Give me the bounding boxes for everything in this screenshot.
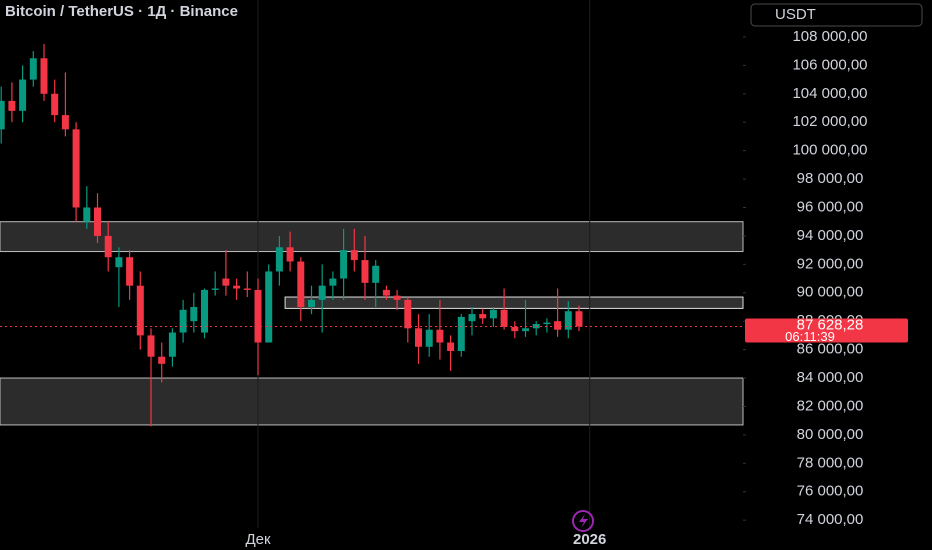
candle-body [94,207,101,236]
candle-body [575,311,583,327]
candle-body [286,247,294,262]
candle-body [297,261,305,307]
candle-body [543,322,551,325]
candle-body [372,265,380,283]
candle-body [179,309,187,333]
y-tick-label: 108 000,00 [792,28,867,45]
zone [0,377,744,426]
candle-body [190,306,198,322]
candle-body [522,328,529,332]
candle-body [350,250,358,261]
y-tick-label: 76 000,00 [797,483,864,500]
candle-body [83,207,91,222]
candle-body [275,247,283,272]
x-tick-label: Дек [245,531,271,548]
candle-body [479,314,487,319]
candle-body [19,79,27,111]
candle-body [0,100,5,130]
candle-body [457,316,465,352]
candle-body [404,299,412,329]
candle-body [233,285,241,289]
y-tick-label: 106 000,00 [792,56,867,73]
candle-body [51,93,59,116]
candle-body [126,257,134,286]
candle-body [158,356,166,364]
y-tick-label: 102 000,00 [792,113,867,130]
y-tick-label: 100 000,00 [792,142,867,159]
candle-body [104,235,112,258]
candle-body [500,309,508,327]
candle-body [222,278,230,286]
candle-body [308,299,315,307]
candle-body [425,329,433,347]
candle-body [254,289,262,343]
y-tick-label: 86 000,00 [797,341,864,358]
price-label: 87 628,28 [797,316,864,333]
y-tick-label: 80 000,00 [797,426,864,443]
price-box [745,318,908,343]
candle-body [211,288,219,290]
y-tick-label: 92 000,00 [797,255,864,272]
candle-body [265,271,273,343]
candle-body [147,335,155,357]
candle-body [115,257,123,268]
candle-body [511,326,519,332]
candle-body [8,100,16,111]
candle-body [393,295,401,300]
currency-label: USDT [775,6,816,23]
candle-body [29,58,37,80]
currency-button[interactable] [750,3,923,27]
chart-title: Bitcoin / TetherUS · 1Д · Binance [5,3,238,20]
y-tick-label: 90 000,00 [797,284,864,301]
y-tick-label: 96 000,00 [797,198,864,215]
y-tick-label: 98 000,00 [797,170,864,187]
x-tick-label: 2026 [573,531,606,548]
candle-body [382,289,390,296]
countdown: 06:11:39 [785,329,835,344]
candle-body [564,311,572,330]
candle-body [318,285,326,300]
candle-body [136,285,144,336]
zone [284,296,744,309]
candle-body [243,288,251,290]
candle-body [436,329,444,343]
y-tick-label: 104 000,00 [792,85,867,102]
candle-body [361,260,369,283]
plot [0,0,744,528]
candle-body [40,58,48,94]
zone [0,221,744,253]
candle-body [168,332,176,357]
candle-body [61,115,69,130]
y-tick-label: 82 000,00 [797,397,864,414]
candle-body [554,321,562,330]
y-tick-label: 74 000,00 [797,511,864,528]
candle-body [201,289,208,333]
y-tick-label: 78 000,00 [797,454,864,471]
candle-body [415,328,422,347]
candle-body [447,342,455,352]
event-icon[interactable] [572,510,594,532]
candle-body [329,278,337,286]
candle-body [468,314,476,322]
candle-body [489,309,497,319]
y-tick-label: 94 000,00 [797,227,864,244]
candle-body [72,129,80,208]
y-tick-label: 84 000,00 [797,369,864,386]
candle-body [340,250,348,279]
lightning [579,514,588,528]
